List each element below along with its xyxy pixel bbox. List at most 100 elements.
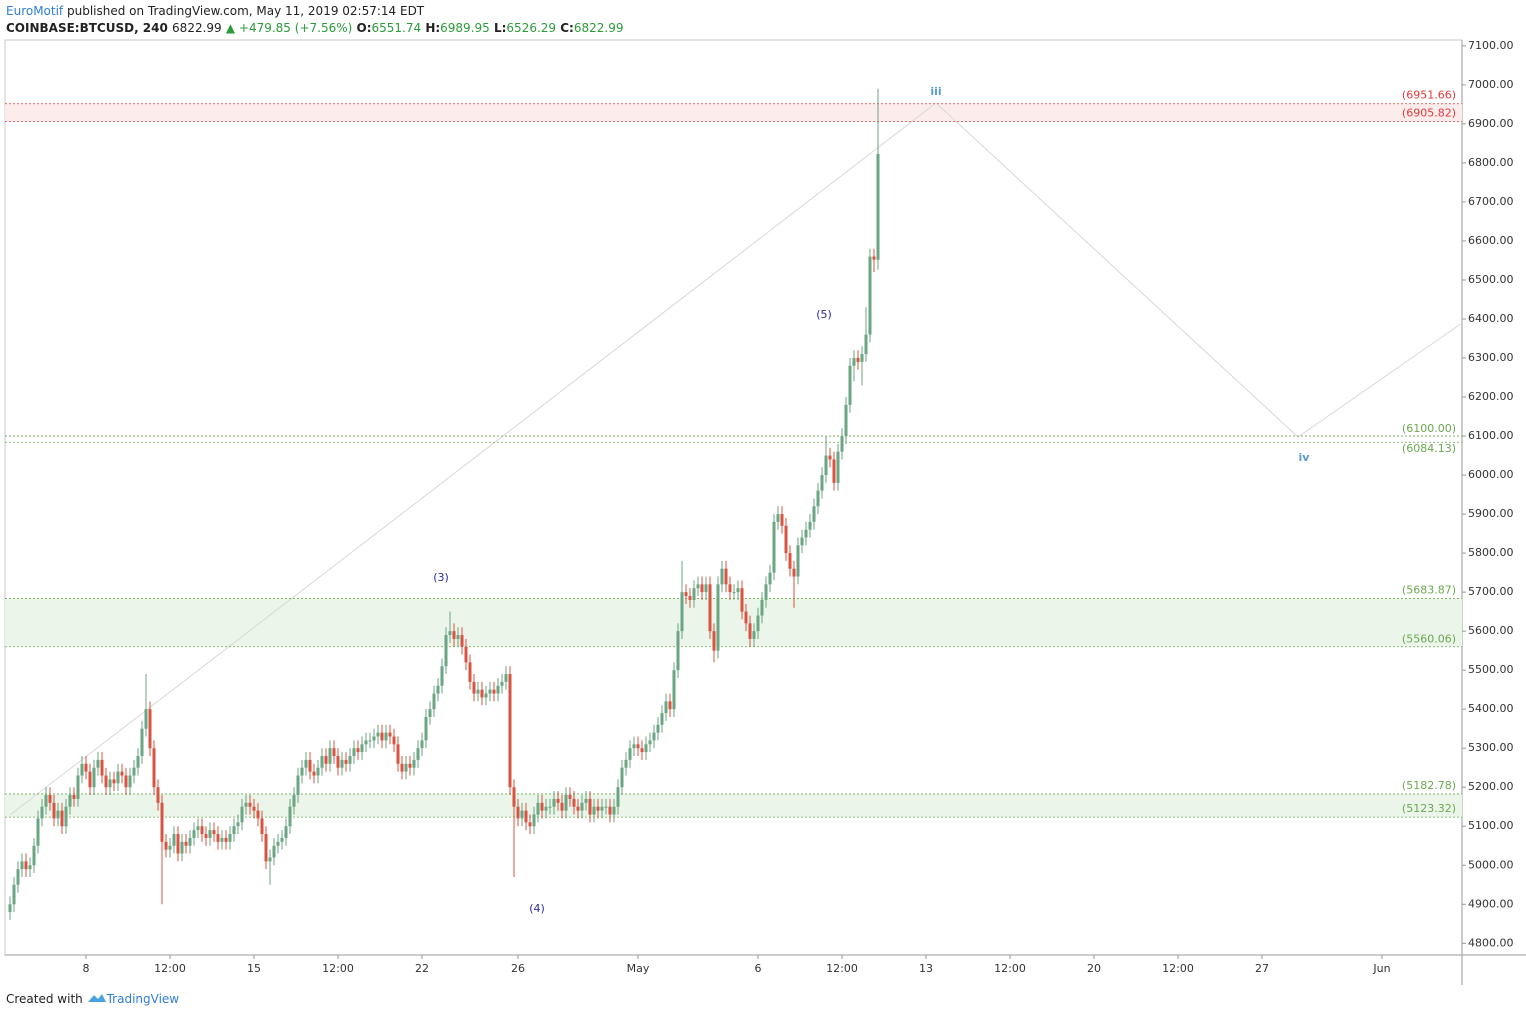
- y-tick-label: 6700.00: [1468, 195, 1514, 208]
- level-label: (5560.06): [1402, 633, 1456, 646]
- candle-body: [760, 599, 764, 616]
- candle-body: [208, 830, 212, 838]
- candle-body: [788, 553, 792, 569]
- x-tick-label: May: [627, 962, 650, 975]
- candle-body: [36, 818, 40, 846]
- symbol-line: COINBASE:BTCUSD, 240 6822.99 ▲ +479.85 (…: [6, 21, 623, 35]
- candle-body: [168, 845, 172, 850]
- y-tick-label: 5400.00: [1468, 702, 1514, 715]
- candle-body: [404, 763, 408, 772]
- candle-body: [872, 256, 876, 260]
- publish-info: published on TradingView.com, May 11, 20…: [63, 4, 425, 18]
- candle-body: [268, 857, 272, 862]
- candle-body: [740, 588, 744, 612]
- candle-body: [496, 685, 500, 694]
- candle-body: [92, 767, 96, 788]
- candle-body: [504, 674, 508, 682]
- candle-body: [836, 451, 840, 483]
- candle-body: [52, 802, 56, 819]
- candle-body: [200, 826, 204, 835]
- candle-body: [344, 759, 348, 764]
- wave-label: (3): [433, 571, 449, 584]
- candle-body: [172, 834, 176, 846]
- candle-body: [260, 818, 264, 835]
- candle-body: [764, 584, 768, 600]
- candle-body: [272, 845, 276, 858]
- candle-body: [432, 693, 436, 710]
- candle-body: [240, 806, 244, 823]
- candle-body: [860, 354, 864, 362]
- candle-body: [476, 689, 480, 694]
- x-tick-label: 13: [919, 962, 933, 975]
- candle-body: [64, 806, 68, 827]
- candle-body: [812, 506, 816, 522]
- x-tick-label: 22: [415, 962, 429, 975]
- candle-body: [44, 795, 48, 807]
- candle-body: [68, 795, 72, 807]
- candle-body: [112, 779, 116, 784]
- candle-body: [672, 670, 676, 710]
- candle-body: [32, 845, 36, 866]
- y-tick-label: 7000.00: [1468, 78, 1514, 91]
- candle-body: [852, 358, 856, 366]
- candle-body: [528, 822, 532, 827]
- candle-body: [332, 748, 336, 757]
- candle-body: [76, 775, 80, 799]
- candle-body: [80, 763, 84, 776]
- candle-body: [120, 771, 124, 776]
- candle-body: [588, 798, 592, 815]
- candle-body: [532, 814, 536, 827]
- candle-body: [320, 756, 324, 768]
- candle-body: [212, 830, 216, 835]
- candle-body: [556, 798, 560, 803]
- author[interactable]: EuroMotif: [6, 4, 64, 18]
- candle-body: [800, 537, 804, 546]
- candle-body: [376, 732, 380, 737]
- candle-body: [464, 646, 468, 663]
- candle-body: [784, 525, 788, 554]
- candle-body: [752, 631, 756, 639]
- candle-body: [340, 759, 344, 768]
- brand[interactable]: TradingView: [106, 992, 180, 1006]
- candle-body: [132, 767, 136, 776]
- level-zone: [5, 103, 1462, 122]
- x-tick-label: 26: [511, 962, 525, 975]
- y-tick-label: 6200.00: [1468, 390, 1514, 403]
- candle-body: [636, 744, 640, 749]
- candle-body: [804, 529, 808, 538]
- level-label: (6951.66): [1402, 89, 1456, 102]
- candle-body: [840, 436, 844, 452]
- candle-body: [452, 631, 456, 639]
- candle-body: [468, 662, 472, 682]
- candle-body: [508, 674, 512, 788]
- candle-body: [196, 826, 200, 831]
- candle-body: [244, 802, 248, 807]
- y-tick-label: 4900.00: [1468, 897, 1514, 910]
- y-tick-label: 5500.00: [1468, 663, 1514, 676]
- candle-body: [156, 787, 160, 803]
- candle-body: [84, 763, 88, 772]
- x-tick-label: 12:00: [322, 962, 354, 975]
- candle-body: [512, 787, 516, 807]
- y-tick-label: 5800.00: [1468, 546, 1514, 559]
- candle-body: [248, 802, 252, 807]
- chart: 4800.00 4900.00 5000.00 5100.00 5200.00 5300.…: [4, 39, 1526, 985]
- candle-body: [868, 256, 872, 335]
- candle-body: [448, 631, 452, 636]
- candle-body: [388, 732, 392, 737]
- candle-body: [632, 744, 636, 749]
- candle-body: [360, 744, 364, 753]
- candle-body: [640, 748, 644, 753]
- candle-body: [796, 545, 800, 577]
- candle-body: [392, 736, 396, 745]
- wave-label: iii: [930, 85, 941, 98]
- candle-body: [828, 455, 832, 460]
- candle-body: [440, 666, 444, 686]
- candle-body: [408, 763, 412, 768]
- candle-body: [700, 584, 704, 593]
- candle-body: [28, 865, 32, 870]
- candle-body: [420, 740, 424, 749]
- candle-body: [296, 775, 300, 796]
- y-tick-label: 6600.00: [1468, 234, 1514, 247]
- candle-body: [628, 748, 632, 760]
